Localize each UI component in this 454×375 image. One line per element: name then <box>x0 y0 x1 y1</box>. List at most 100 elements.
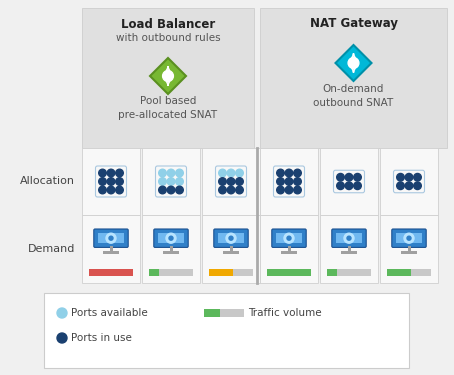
FancyBboxPatch shape <box>98 233 124 243</box>
Circle shape <box>99 169 106 177</box>
FancyBboxPatch shape <box>158 233 184 243</box>
Circle shape <box>176 178 183 185</box>
Circle shape <box>107 186 115 194</box>
Text: Load Balancer: Load Balancer <box>121 18 215 30</box>
FancyBboxPatch shape <box>260 215 318 283</box>
FancyBboxPatch shape <box>276 233 302 243</box>
FancyBboxPatch shape <box>154 229 188 248</box>
FancyBboxPatch shape <box>327 269 337 276</box>
Circle shape <box>405 174 413 181</box>
Circle shape <box>405 182 413 189</box>
Text: On-demand
outbound SNAT: On-demand outbound SNAT <box>313 84 394 108</box>
Text: Ports in use: Ports in use <box>71 333 132 343</box>
Circle shape <box>106 233 116 243</box>
Circle shape <box>285 186 293 194</box>
FancyBboxPatch shape <box>260 8 447 148</box>
Circle shape <box>294 186 301 194</box>
Circle shape <box>159 178 166 185</box>
Circle shape <box>294 178 301 185</box>
Circle shape <box>227 186 235 194</box>
Circle shape <box>219 186 226 194</box>
FancyBboxPatch shape <box>260 148 318 215</box>
Circle shape <box>176 169 183 177</box>
Circle shape <box>354 174 361 181</box>
FancyBboxPatch shape <box>320 148 378 215</box>
Circle shape <box>176 186 183 194</box>
Circle shape <box>167 169 175 177</box>
Circle shape <box>407 236 411 240</box>
Polygon shape <box>150 58 186 94</box>
FancyBboxPatch shape <box>320 215 378 283</box>
Circle shape <box>276 169 284 177</box>
Circle shape <box>404 233 414 243</box>
FancyBboxPatch shape <box>287 246 291 251</box>
FancyBboxPatch shape <box>103 251 119 254</box>
Circle shape <box>345 182 353 189</box>
FancyBboxPatch shape <box>218 233 244 243</box>
Circle shape <box>236 169 243 177</box>
Circle shape <box>159 169 166 177</box>
FancyBboxPatch shape <box>336 233 362 243</box>
Circle shape <box>166 233 176 243</box>
FancyBboxPatch shape <box>44 293 409 368</box>
FancyBboxPatch shape <box>272 229 306 248</box>
Text: Ports available: Ports available <box>71 308 148 318</box>
FancyBboxPatch shape <box>202 215 260 283</box>
Circle shape <box>354 182 361 189</box>
Circle shape <box>167 178 175 185</box>
Circle shape <box>285 169 293 177</box>
Circle shape <box>116 169 123 177</box>
Circle shape <box>236 178 243 185</box>
FancyBboxPatch shape <box>169 246 173 251</box>
Text: Demand: Demand <box>28 244 75 254</box>
FancyBboxPatch shape <box>220 309 244 317</box>
Circle shape <box>236 186 243 194</box>
FancyBboxPatch shape <box>401 251 417 254</box>
FancyBboxPatch shape <box>159 269 193 276</box>
Circle shape <box>414 182 421 189</box>
Circle shape <box>414 174 421 181</box>
Text: with outbound rules: with outbound rules <box>116 33 220 43</box>
FancyBboxPatch shape <box>204 309 220 317</box>
FancyBboxPatch shape <box>341 251 357 254</box>
Circle shape <box>276 178 284 185</box>
Circle shape <box>116 186 123 194</box>
FancyBboxPatch shape <box>380 148 438 215</box>
FancyBboxPatch shape <box>202 148 260 215</box>
FancyBboxPatch shape <box>392 229 426 248</box>
FancyBboxPatch shape <box>82 215 140 283</box>
Circle shape <box>169 236 173 240</box>
Circle shape <box>345 174 353 181</box>
Circle shape <box>167 186 175 194</box>
FancyBboxPatch shape <box>89 269 133 276</box>
Circle shape <box>99 178 106 185</box>
FancyBboxPatch shape <box>281 251 297 254</box>
Polygon shape <box>336 45 371 81</box>
Circle shape <box>229 236 233 240</box>
FancyBboxPatch shape <box>82 8 254 148</box>
Circle shape <box>285 178 293 185</box>
Circle shape <box>276 186 284 194</box>
Circle shape <box>397 174 405 181</box>
FancyBboxPatch shape <box>214 229 248 248</box>
Circle shape <box>107 169 115 177</box>
Circle shape <box>163 70 173 81</box>
Circle shape <box>107 178 115 185</box>
FancyBboxPatch shape <box>142 148 200 215</box>
Circle shape <box>226 233 236 243</box>
Text: NAT Gateway: NAT Gateway <box>310 18 398 30</box>
FancyBboxPatch shape <box>396 233 422 243</box>
Circle shape <box>227 169 235 177</box>
Circle shape <box>57 308 67 318</box>
FancyBboxPatch shape <box>347 246 350 251</box>
Circle shape <box>337 182 344 189</box>
Text: Allocation: Allocation <box>20 177 75 186</box>
Circle shape <box>227 178 235 185</box>
Circle shape <box>116 178 123 185</box>
Circle shape <box>109 236 113 240</box>
FancyBboxPatch shape <box>337 269 371 276</box>
FancyBboxPatch shape <box>94 229 128 248</box>
Circle shape <box>294 169 301 177</box>
FancyBboxPatch shape <box>230 246 232 251</box>
Text: Traffic volume: Traffic volume <box>248 308 321 318</box>
